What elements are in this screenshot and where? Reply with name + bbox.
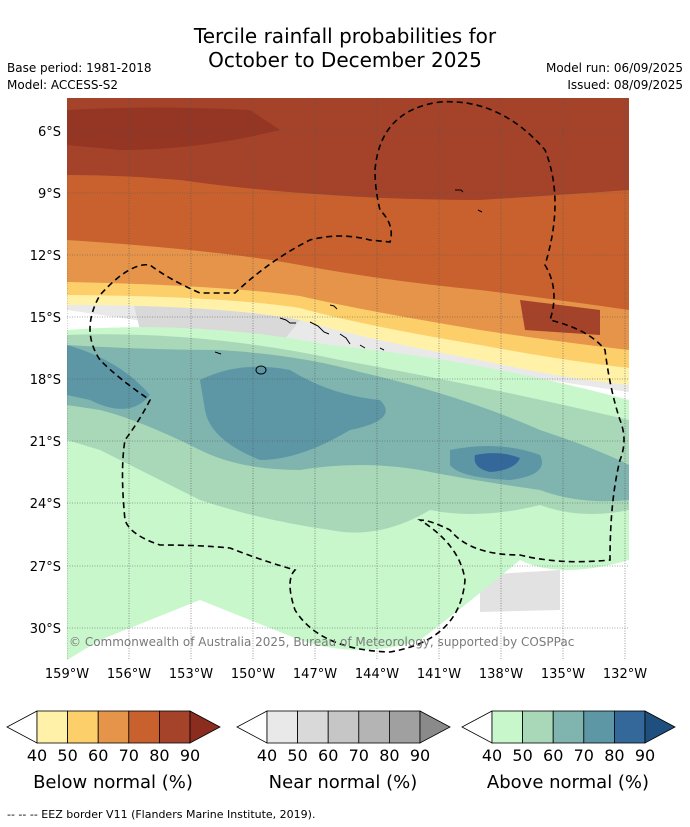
legend-above-title: Above normal (%) xyxy=(487,772,649,793)
graticule xyxy=(67,98,629,660)
legend-above-colorbar xyxy=(461,710,676,744)
legend-tick: 70 xyxy=(349,746,369,765)
above-normal-80 xyxy=(474,453,520,472)
legend-tick: 50 xyxy=(512,746,532,765)
lon-label: 144°W xyxy=(355,667,399,682)
legend-swatch xyxy=(552,710,585,744)
lon-label: 138°W xyxy=(479,667,523,682)
legend-tick: 80 xyxy=(604,746,624,765)
above-normal-70 xyxy=(200,366,386,460)
lat-label: 24°S xyxy=(30,497,61,512)
legend-swatch xyxy=(67,710,99,744)
model-label: Model: ACCESS-S2 xyxy=(7,78,119,92)
legend-swatch xyxy=(583,710,615,744)
legend-near-colorbar xyxy=(236,710,451,744)
legend-tick: 80 xyxy=(149,746,169,765)
legend-tick: 60 xyxy=(318,746,338,765)
legend-swatch xyxy=(358,710,390,744)
lat-label: 12°S xyxy=(30,249,61,264)
title-line-1: Tercile rainfall probabilities for xyxy=(193,24,497,48)
legend-swatch xyxy=(327,710,360,744)
probability-fields: © Commonwealth of Australia 2025, Bureau… xyxy=(67,98,629,660)
title-line-2: October to December 2025 xyxy=(208,48,482,72)
legend-swatch xyxy=(36,710,69,744)
legend-below-ticks: 40 50 60 70 80 90 xyxy=(27,746,200,765)
legend-swatch xyxy=(419,710,451,744)
model-run-label: Model run: 06/09/2025 xyxy=(545,61,683,75)
legend-swatch xyxy=(189,710,221,744)
legend-tick: 80 xyxy=(379,746,399,765)
lat-label: 30°S xyxy=(30,622,61,637)
eez-border xyxy=(89,100,625,653)
legend-tick: 50 xyxy=(287,746,307,765)
below-normal-90 xyxy=(67,107,280,150)
near-normal-patch xyxy=(480,570,560,612)
lon-label: 132°W xyxy=(603,667,647,682)
legend-tick: 90 xyxy=(635,746,655,765)
eez-footnote: -- -- -- EEZ border V11 (Flanders Marine… xyxy=(7,808,316,821)
base-period-label: Base period: 1981-2018 xyxy=(7,61,152,75)
islands xyxy=(214,189,483,375)
legend-tick: 60 xyxy=(543,746,563,765)
lat-label: 9°S xyxy=(38,187,61,202)
lon-label: 159°W xyxy=(45,667,89,682)
lon-label: 147°W xyxy=(293,667,337,682)
legend-swatch xyxy=(614,710,646,744)
copyright-notice: © Commonwealth of Australia 2025, Bureau… xyxy=(69,635,574,649)
legend-tick: 60 xyxy=(88,746,108,765)
legend-below-title: Below normal (%) xyxy=(33,772,193,793)
legend-tick: 40 xyxy=(257,746,277,765)
legend-swatch xyxy=(158,710,191,744)
latitude-axis: 6°S 9°S 12°S 15°S 18°S 21°S 24°S 27°S 30… xyxy=(30,125,61,637)
legend-below-colorbar xyxy=(6,710,221,744)
legend-swatch xyxy=(491,710,524,744)
lon-label: 150°W xyxy=(231,667,275,682)
issued-label: Issued: 08/09/2025 xyxy=(567,78,683,92)
lat-label: 27°S xyxy=(30,560,61,575)
run-info: Model run: 06/09/2025 Issued: 08/09/2025 xyxy=(546,60,683,94)
lon-label: 141°W xyxy=(417,667,461,682)
legend-swatch xyxy=(644,710,676,744)
lat-label: 21°S xyxy=(30,435,61,450)
lon-label: 135°W xyxy=(541,667,585,682)
legend-above-ticks: 40 50 60 70 80 90 xyxy=(482,746,655,765)
legend-tick: 70 xyxy=(574,746,594,765)
lat-label: 18°S xyxy=(30,373,61,388)
lat-label: 15°S xyxy=(30,311,61,326)
legend-tick: 90 xyxy=(410,746,430,765)
lon-label: 156°W xyxy=(107,667,151,682)
legend-swatch xyxy=(522,710,554,744)
map-title: Tercile rainfall probabilities for Octob… xyxy=(0,24,690,72)
legend-tick: 70 xyxy=(119,746,139,765)
legend-tick: 40 xyxy=(27,746,47,765)
legend-swatch xyxy=(388,710,421,744)
lon-label: 153°W xyxy=(169,667,213,682)
legend-tick: 50 xyxy=(57,746,77,765)
model-info: Base period: 1981-2018 Model: ACCESS-S2 xyxy=(7,60,152,94)
legend-swatch xyxy=(97,710,130,744)
above-normal-70 xyxy=(67,345,150,409)
below-normal-patch xyxy=(520,300,600,335)
legend-tick: 40 xyxy=(482,746,502,765)
legend-swatch xyxy=(297,710,329,744)
longitude-axis: 159°W 156°W 153°W 150°W 147°W 144°W 141°… xyxy=(45,667,647,682)
legend-tick: 90 xyxy=(180,746,200,765)
legend-swatch xyxy=(266,710,299,744)
lat-label: 6°S xyxy=(38,125,61,140)
legend-near-ticks: 40 50 60 70 80 90 xyxy=(257,746,430,765)
legend-near-title: Near normal (%) xyxy=(269,772,418,793)
legend-swatch xyxy=(128,710,160,744)
